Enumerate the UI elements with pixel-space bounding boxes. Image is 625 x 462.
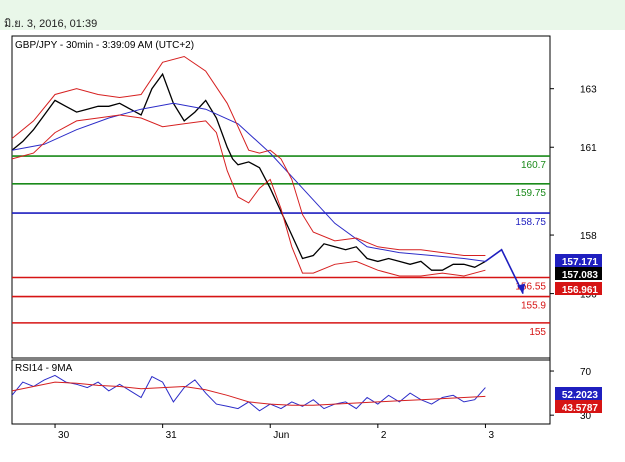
rsi-badge-1 (555, 400, 602, 413)
y-tick-label-2: 158 (580, 231, 597, 242)
main-chart-title: GBP/JPY - 30min - 3:39:09 AM (UTC+2) (15, 40, 194, 51)
levels-group: 160.7 159.75 158.75 156.55 155.9 155 (12, 155, 550, 338)
rsi-panel-frame (11, 359, 551, 425)
level-label-3: 156.55 (515, 282, 546, 293)
main-series-0 (11, 72, 486, 271)
y-tick-label-1: 161 (580, 143, 597, 154)
rsi-tick-label-0: 70 (580, 367, 592, 378)
price-badge-label-0: 157.171 (562, 257, 599, 268)
projection-line (484, 248, 524, 294)
x-tick-label-0: 30 (58, 430, 70, 441)
level-label-0: 160.7 (521, 160, 546, 171)
x-tick-label-2: Jun (273, 430, 289, 441)
projection-group (484, 248, 526, 294)
rsi-axis-group: 70 30 52.2023 43.5787 (550, 367, 602, 422)
level-label-1: 159.75 (515, 188, 546, 199)
projection-arrowhead (517, 283, 526, 294)
rsi-series-1 (11, 381, 486, 406)
main-series-2 (11, 55, 486, 256)
main-panel-frame (11, 35, 551, 359)
rsi-chart-title: RSI14 - 9MA (15, 363, 73, 374)
level-label-5: 155 (529, 327, 546, 338)
level-label-2: 158.75 (515, 217, 546, 228)
price-badge-label-2: 156.961 (562, 285, 599, 296)
x-tick-label-4: 3 (488, 430, 494, 441)
x-tick-label-1: 31 (166, 430, 178, 441)
main-series-3 (11, 114, 486, 277)
badges-group: 157.171 157.083 156.961 (555, 254, 602, 296)
price-badge-0 (555, 254, 602, 267)
top-bar: มิ.ย. 3, 2016, 01:39 (0, 0, 625, 30)
main-series-1 (11, 102, 486, 262)
x-axis-group: 30 31 Jun 2 3 (54, 424, 494, 441)
price-badge-label-1: 157.083 (562, 270, 599, 281)
price-badge-1 (555, 267, 602, 280)
x-tick-label-3: 2 (381, 430, 387, 441)
timestamp: มิ.ย. 3, 2016, 01:39 (4, 18, 98, 30)
y-tick-label-3: 156 (580, 290, 597, 301)
price-badge-2 (555, 282, 602, 295)
y-tick-label-0: 163 (580, 85, 597, 96)
rsi-badge-0 (555, 387, 602, 400)
level-label-4: 155.9 (521, 301, 546, 312)
y-axis-group: 163 161 158 156 (550, 85, 597, 301)
rsi-lines-group (11, 374, 486, 412)
rsi-tick-label-1: 30 (580, 411, 592, 422)
rsi-badge-label-0: 52.2023 (562, 390, 599, 401)
main-lines-group (11, 55, 486, 277)
rsi-series-0 (11, 374, 486, 412)
rsi-badge-label-1: 43.5787 (562, 403, 599, 414)
